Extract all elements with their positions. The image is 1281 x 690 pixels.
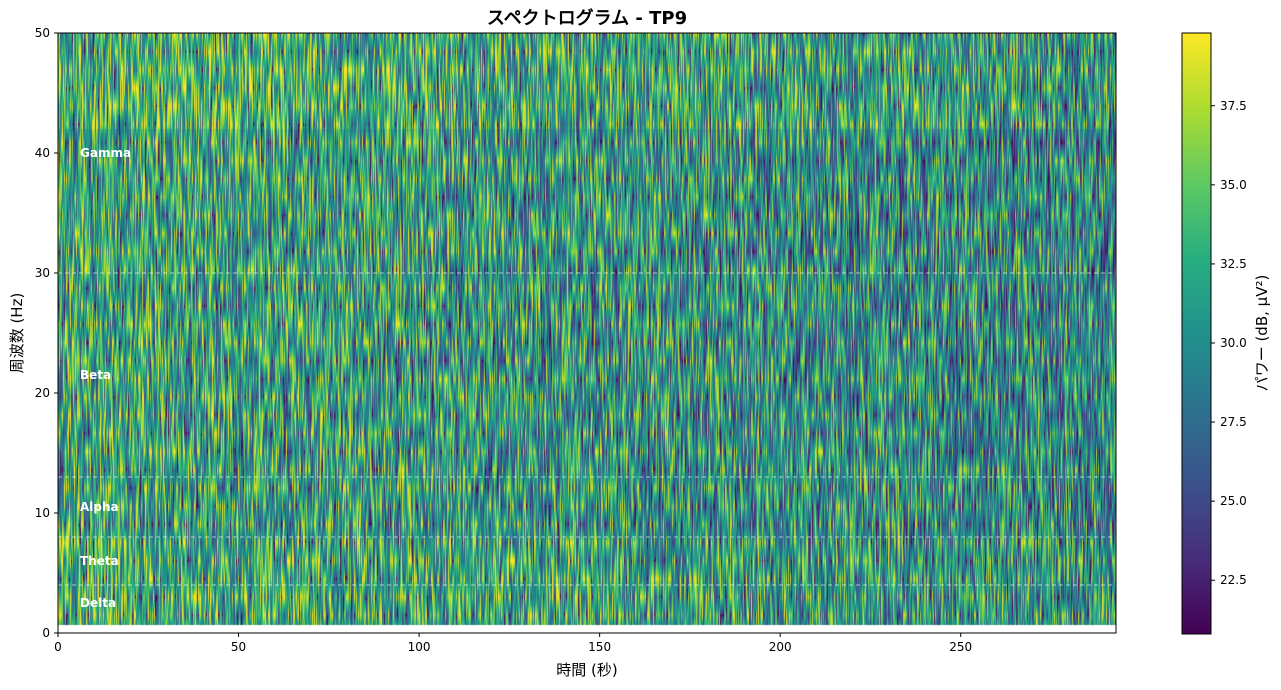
colorbar-tick-label: 32.5	[1220, 257, 1247, 271]
x-tick-label: 250	[949, 640, 972, 654]
band-boundary-lines	[58, 272, 1116, 586]
colorbar	[1181, 32, 1212, 635]
plot-frame	[57, 32, 1117, 634]
band-label-alpha: Alpha	[80, 500, 119, 514]
x-tick-label: 0	[54, 640, 62, 654]
x-tick-label: 100	[408, 640, 431, 654]
x-tick-label: 150	[588, 640, 611, 654]
y-tick-label: 0	[42, 626, 50, 640]
y-axis-ticks: 0 10 20 30 40 50	[35, 26, 58, 640]
y-tick-label: 50	[35, 26, 50, 40]
y-tick-label: 40	[35, 146, 50, 160]
colorbar-tick-label: 35.0	[1220, 178, 1247, 192]
colorbar-ticks: 22.5 25.0 27.5 30.0 32.5 35.0 37.5	[1211, 99, 1247, 587]
x-tick-label: 50	[231, 640, 246, 654]
band-label-delta: Delta	[80, 596, 116, 610]
colorbar-tick-label: 25.0	[1220, 494, 1247, 508]
y-tick-label: 10	[35, 506, 50, 520]
x-axis-label: 時間 (秒)	[556, 661, 617, 679]
band-label-theta: Theta	[80, 554, 119, 568]
x-tick-label: 200	[769, 640, 792, 654]
spectrogram-heatmap	[58, 33, 1116, 633]
heatmap-image	[58, 33, 1116, 633]
colorbar-tick-label: 27.5	[1220, 415, 1247, 429]
band-label-gamma: Gamma	[80, 146, 131, 160]
x-axis-ticks: 0 50 100 150 200 250	[54, 633, 972, 654]
colorbar-tick-label: 37.5	[1220, 99, 1247, 113]
colorbar-label: パワー (dB, μV²)	[1253, 275, 1271, 392]
colorbar-tick-label: 30.0	[1220, 336, 1247, 350]
y-tick-label: 20	[35, 386, 50, 400]
colorbar-tick-label: 22.5	[1220, 573, 1247, 587]
band-label-beta: Beta	[80, 368, 111, 382]
y-tick-label: 30	[35, 266, 50, 280]
chart-title: スペクトログラム - TP9	[487, 7, 687, 29]
y-axis-label: 周波数 (Hz)	[8, 293, 26, 374]
band-labels: Delta Theta Alpha Beta Gamma	[80, 146, 131, 610]
